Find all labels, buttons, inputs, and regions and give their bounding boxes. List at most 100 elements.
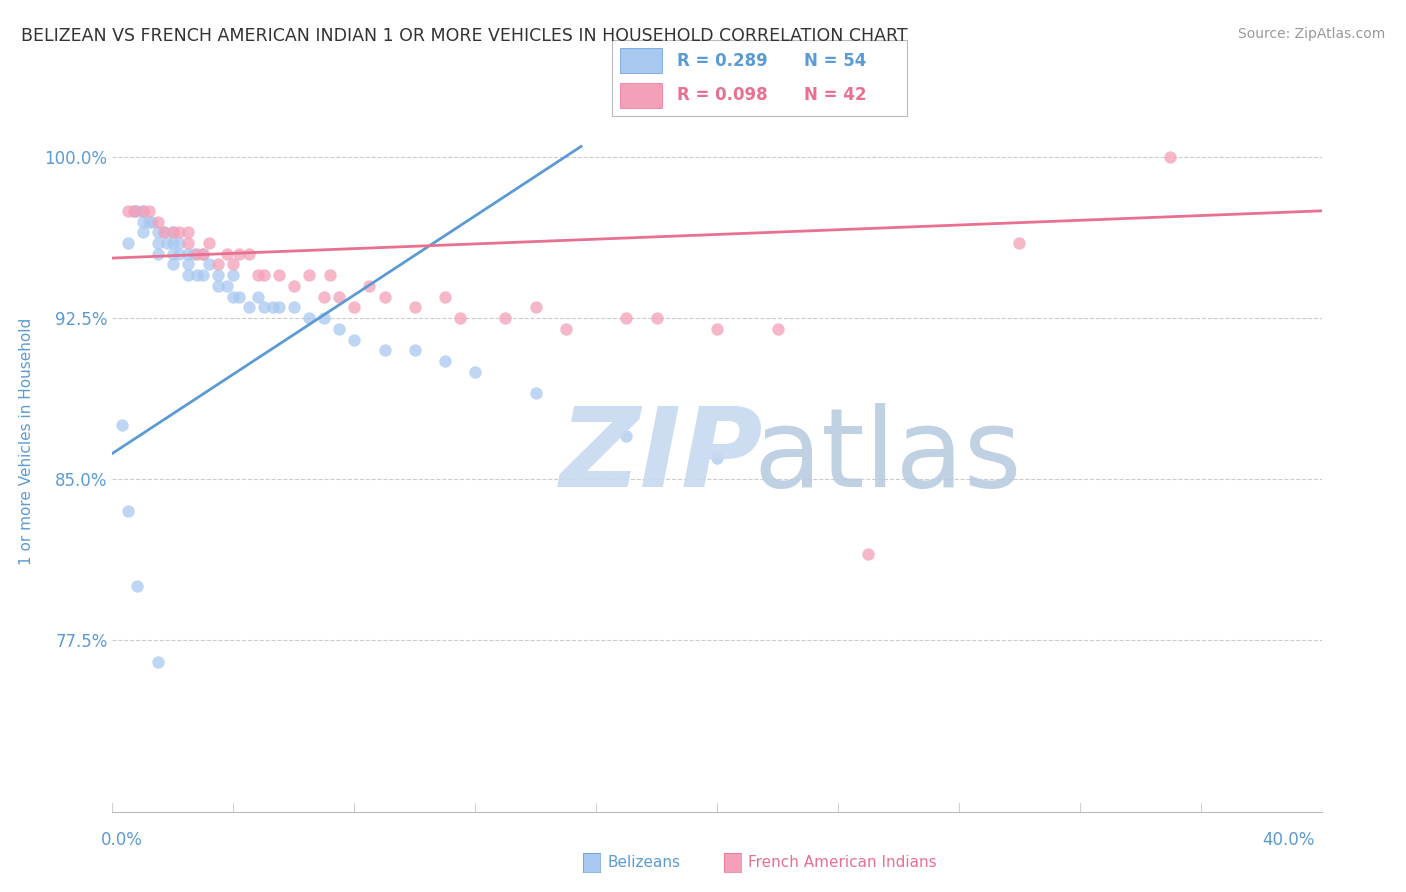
Point — [125, 203, 148, 218]
Point — [177, 258, 200, 272]
Point — [343, 301, 366, 315]
Point — [146, 655, 169, 669]
Point — [222, 258, 245, 272]
Point — [554, 322, 576, 336]
Text: BELIZEAN VS FRENCH AMERICAN INDIAN 1 OR MORE VEHICLES IN HOUSEHOLD CORRELATION C: BELIZEAN VS FRENCH AMERICAN INDIAN 1 OR … — [21, 27, 908, 45]
Point — [162, 225, 184, 239]
Point — [228, 290, 250, 304]
Point — [177, 246, 200, 260]
Bar — [620, 47, 662, 73]
Text: N = 42: N = 42 — [804, 87, 866, 104]
Point — [110, 418, 132, 433]
Point — [524, 386, 547, 401]
Point — [374, 290, 396, 304]
Point — [162, 246, 184, 260]
Point — [433, 354, 456, 368]
Text: 0.0%: 0.0% — [101, 831, 143, 849]
Point — [162, 235, 184, 250]
Point — [207, 279, 229, 293]
Text: N = 54: N = 54 — [804, 52, 866, 70]
Point — [122, 203, 145, 218]
Point — [117, 203, 139, 218]
Point — [122, 203, 145, 218]
Point — [298, 311, 321, 326]
Point — [177, 235, 200, 250]
Point — [146, 246, 169, 260]
Point — [766, 322, 789, 336]
Point — [524, 301, 547, 315]
Point — [298, 268, 321, 283]
Point — [1008, 235, 1031, 250]
Point — [117, 235, 139, 250]
Point — [207, 268, 229, 283]
Point — [404, 301, 426, 315]
Point — [253, 301, 276, 315]
Point — [404, 343, 426, 358]
Point — [238, 301, 260, 315]
Point — [238, 246, 260, 260]
Point — [146, 235, 169, 250]
Point — [167, 246, 190, 260]
Point — [177, 268, 200, 283]
Point — [198, 258, 221, 272]
Point — [117, 504, 139, 518]
Point — [162, 225, 184, 239]
Text: Source: ZipAtlas.com: Source: ZipAtlas.com — [1237, 27, 1385, 41]
Bar — [620, 83, 662, 109]
Point — [207, 258, 229, 272]
Point — [228, 246, 250, 260]
Point — [141, 214, 163, 228]
Point — [319, 268, 342, 283]
Point — [328, 322, 350, 336]
Point — [246, 290, 269, 304]
Point — [267, 301, 290, 315]
Point — [314, 290, 336, 304]
Point — [262, 301, 284, 315]
Point — [222, 290, 245, 304]
Point — [198, 235, 221, 250]
Point — [645, 311, 668, 326]
Point — [146, 214, 169, 228]
Text: French American Indians: French American Indians — [748, 855, 936, 870]
Point — [246, 268, 269, 283]
Text: atlas: atlas — [754, 403, 1022, 510]
Y-axis label: 1 or more Vehicles in Household: 1 or more Vehicles in Household — [18, 318, 34, 566]
Point — [162, 258, 184, 272]
Point — [283, 301, 305, 315]
Point — [132, 214, 155, 228]
Text: ZIP: ZIP — [560, 403, 763, 510]
Point — [464, 365, 486, 379]
Point — [253, 268, 276, 283]
Point — [132, 225, 155, 239]
Point — [433, 290, 456, 304]
Point — [138, 214, 160, 228]
Point — [374, 343, 396, 358]
Point — [186, 246, 208, 260]
Point — [146, 225, 169, 239]
Point — [343, 333, 366, 347]
Point — [125, 579, 148, 593]
Point — [191, 246, 214, 260]
Point — [706, 450, 728, 465]
Point — [267, 268, 290, 283]
Point — [283, 279, 305, 293]
Point — [449, 311, 471, 326]
Point — [186, 268, 208, 283]
Text: 40.0%: 40.0% — [1263, 831, 1315, 849]
Point — [217, 279, 239, 293]
Point — [616, 311, 638, 326]
Text: R = 0.289: R = 0.289 — [676, 52, 768, 70]
Point — [359, 279, 381, 293]
Point — [217, 246, 239, 260]
Point — [191, 246, 214, 260]
Point — [191, 268, 214, 283]
Point — [222, 268, 245, 283]
Point — [167, 235, 190, 250]
Point — [132, 203, 155, 218]
Text: Belizeans: Belizeans — [607, 855, 681, 870]
Point — [167, 225, 190, 239]
Point — [495, 311, 517, 326]
Point — [314, 311, 336, 326]
Point — [177, 225, 200, 239]
Point — [153, 225, 176, 239]
